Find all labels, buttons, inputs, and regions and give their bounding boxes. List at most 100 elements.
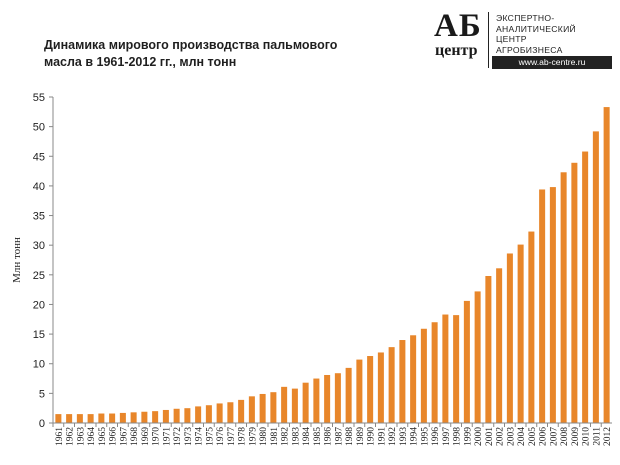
x-tick-label: 1992	[388, 427, 398, 446]
bar-1987	[334, 373, 341, 423]
y-axis: 0 5 10 15 20 25 30 35 40 45 50 55	[33, 92, 54, 430]
bar-1977	[227, 402, 234, 423]
x-tick-label: 1977	[227, 427, 237, 446]
bar-1970	[152, 411, 159, 423]
ab-centre-logo: АБ центр ЭКСПЕРТНО- АНАЛИТИЧЕСКИЙ ЦЕНТР …	[432, 8, 612, 74]
x-tick-label: 1983	[291, 427, 301, 446]
bar-1961	[55, 414, 62, 423]
logo-mark-bottom: центр	[435, 42, 478, 59]
y-tick-label: 50	[33, 122, 45, 134]
bar-1982	[281, 386, 288, 423]
x-tick-label: 1980	[259, 427, 269, 446]
x-tick-label: 2004	[517, 427, 527, 446]
bar-1995	[420, 328, 427, 423]
x-tick-label: 2012	[603, 427, 613, 446]
x-tick-label: 1961	[55, 427, 65, 446]
y-tick-label: 10	[33, 359, 45, 371]
x-tick-label: 2011	[592, 427, 602, 446]
bar-1985	[313, 378, 320, 423]
bar-1988	[345, 367, 352, 423]
bar-1975	[205, 405, 212, 423]
bar-1963	[76, 414, 83, 423]
x-tick-label: 1991	[377, 427, 387, 446]
bar-2006	[539, 189, 546, 423]
x-tick-label: 1986	[324, 427, 334, 446]
x-tick-label: 1972	[173, 427, 183, 446]
x-tick-label: 1962	[66, 427, 76, 446]
bar-1986	[324, 374, 331, 423]
x-tick-label: 1974	[195, 427, 205, 446]
bar-1984	[302, 382, 309, 423]
bar-1990	[367, 356, 374, 423]
chart-title: Динамика мирового производства пальмовог…	[44, 38, 338, 69]
logo-url: www.ab-centre.ru	[492, 56, 612, 69]
bar-1998	[453, 315, 460, 423]
y-tick-label: 0	[39, 418, 45, 430]
y-tick-label: 20	[33, 299, 45, 311]
x-tick-label: 2005	[528, 427, 538, 446]
x-tick-label: 1966	[109, 427, 119, 446]
x-tick-label: 1989	[356, 427, 366, 446]
bar-1967	[119, 412, 126, 423]
bar-1980	[259, 393, 266, 423]
bar-1996	[431, 322, 438, 423]
y-tick-label: 25	[33, 270, 45, 282]
bar-2001	[485, 276, 492, 423]
x-tick-label: 1998	[453, 427, 463, 446]
y-tick-label: 30	[33, 240, 45, 252]
x-tick-label: 2009	[571, 427, 581, 446]
x-tick-label: 1995	[420, 427, 430, 446]
bar-1999	[463, 300, 470, 423]
x-tick-label: 1968	[130, 427, 140, 446]
bar-2002	[496, 268, 503, 423]
x-tick-label: 1978	[238, 427, 248, 446]
x-tick-label: 1994	[410, 427, 420, 446]
bar-1981	[270, 392, 277, 423]
x-tick-label: 1973	[184, 427, 194, 446]
x-tick-label: 2010	[582, 427, 592, 446]
x-tick-label: 1965	[98, 427, 108, 446]
bar-1973	[184, 408, 191, 423]
x-tick-label: 1982	[281, 427, 291, 446]
x-tick-label: 1985	[313, 427, 323, 446]
bar-1966	[109, 413, 116, 423]
y-tick-label: 35	[33, 211, 45, 223]
x-tick-label: 1975	[205, 427, 215, 446]
x-tick-label: 2008	[560, 427, 570, 446]
x-tick-label: 2007	[549, 427, 559, 446]
x-tick-label: 2000	[474, 427, 484, 446]
bar-2005	[528, 231, 535, 423]
logo-text: ЭКСПЕРТНО- АНАЛИТИЧЕСКИЙ ЦЕНТР АГРОБИЗНЕ…	[496, 13, 577, 55]
y-axis-label: Млн тонн	[11, 237, 23, 283]
x-tick-label: 2003	[506, 427, 516, 446]
bar-2010	[582, 151, 589, 423]
x-tick-label: 1999	[463, 427, 473, 446]
y-tick-label: 55	[33, 92, 45, 104]
x-tick-label: 1981	[270, 427, 280, 446]
y-tick-label: 15	[33, 329, 45, 341]
logo-mark: АБ центр	[432, 8, 489, 68]
x-tick-label: 1967	[119, 427, 129, 446]
bar-2008	[560, 172, 567, 423]
bar-1994	[410, 335, 417, 423]
bar-2007	[549, 187, 556, 423]
bar-1992	[388, 347, 395, 423]
bar-1972	[173, 408, 180, 423]
bar-1993	[399, 340, 406, 423]
x-tick-label: 2001	[485, 427, 495, 446]
bar-2003	[506, 253, 513, 423]
y-tick-label: 45	[33, 151, 45, 163]
x-tick-label: 1969	[141, 427, 151, 446]
x-tick-label: 1964	[87, 427, 97, 446]
bars-group	[55, 107, 610, 424]
x-tick-label: 1988	[345, 427, 355, 446]
bar-1978	[238, 399, 245, 423]
x-tick-label: 1970	[152, 427, 162, 446]
bar-2009	[571, 162, 578, 424]
bar-1989	[356, 359, 363, 423]
y-tick-label: 40	[33, 181, 45, 193]
bar-1979	[248, 396, 255, 423]
bar-1964	[87, 414, 94, 423]
logo-mark-top: АБ	[434, 8, 482, 44]
